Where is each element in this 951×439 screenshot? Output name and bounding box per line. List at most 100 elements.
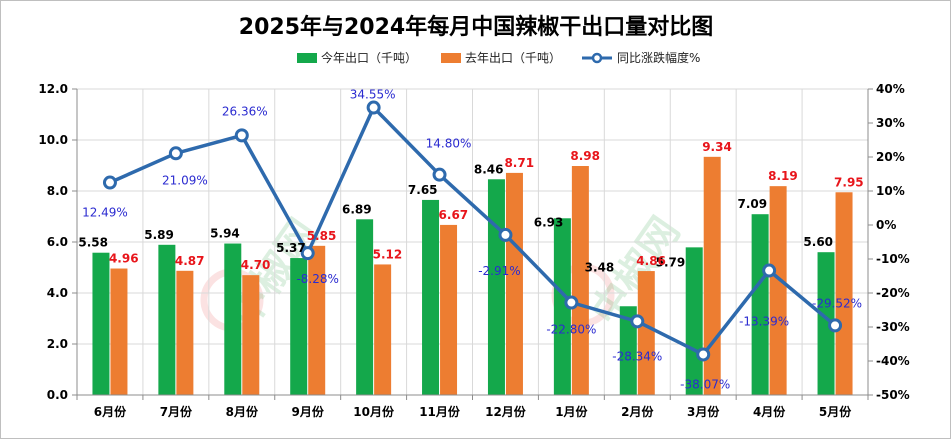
data-label-this-year-month-6: 5.58 [78, 236, 108, 250]
x-tick-label-month-4: 4月份 [753, 404, 786, 419]
yoy-marker-month-12 [498, 227, 513, 242]
bar-this-year-month-1 [553, 218, 571, 395]
yoy-label-month-7: 21.09% [162, 173, 208, 187]
yoy-marker-month-3 [696, 347, 711, 362]
y-tick-label-left: 4.0 [47, 286, 68, 300]
bar-last-year-month-11 [440, 224, 458, 395]
legend-label-last-year: 去年出口（千吨） [465, 51, 561, 65]
data-label-this-year-month-3: 5.79 [656, 255, 686, 269]
bar-last-year-month-1 [571, 166, 589, 395]
bar-this-year-month-9 [290, 258, 308, 395]
yoy-marker-month-1 [564, 295, 579, 310]
bar-this-year-month-10 [356, 219, 374, 395]
data-label-this-year-month-2: 3.48 [585, 260, 615, 274]
bar-this-year-month-4 [751, 214, 769, 395]
y-tick-label-right: 20% [876, 150, 905, 164]
x-tick-label-month-10: 10月份 [353, 404, 395, 419]
data-label-this-year-month-10: 6.89 [342, 202, 372, 216]
yoy-label-month-1: -22.80% [546, 323, 596, 337]
y-tick-label-right: -30% [876, 320, 910, 334]
y-tick-label-right: -10% [876, 252, 910, 266]
yoy-line [109, 105, 837, 357]
bars [92, 156, 853, 395]
bar-last-year-month-10 [374, 264, 392, 395]
data-label-last-year-month-1: 8.98 [570, 149, 600, 163]
x-tick-label-month-8: 8月份 [226, 404, 259, 419]
data-label-this-year-month-1: 6.93 [534, 215, 564, 229]
bar-this-year-month-2 [619, 306, 637, 395]
data-label-last-year-month-6: 4.96 [109, 252, 139, 266]
x-tick-label-month-5: 5月份 [819, 404, 852, 419]
chart-title: 2025年与2024年每月中国辣椒干出口量对比图 [239, 14, 713, 40]
bar-last-year-month-4 [769, 186, 787, 395]
y-tick-label-right: 10% [876, 184, 905, 198]
yoy-marker-month-5 [828, 318, 843, 333]
data-label-this-year-month-12: 8.46 [474, 162, 504, 176]
legend-swatch-this-year [297, 53, 317, 63]
legend-marker-yoy-icon [591, 52, 603, 64]
data-label-last-year-month-12: 8.71 [504, 156, 534, 170]
axes: 0.02.04.06.08.010.012.0-50%-40%-30%-20%-… [38, 82, 909, 419]
bar-last-year-month-12 [505, 172, 523, 395]
data-label-this-year-month-8: 5.94 [210, 227, 240, 241]
x-tick-label-month-11: 11月份 [419, 404, 461, 419]
x-tick-label-month-1: 1月份 [555, 404, 588, 419]
x-tick-label-month-7: 7月份 [160, 404, 193, 419]
yoy-label-month-12: -2.91% [478, 264, 520, 278]
data-label-last-year-month-10: 5.12 [373, 247, 403, 261]
y-tick-label-right: 0% [876, 218, 896, 232]
data-label-last-year-month-2: 4.86 [636, 254, 666, 268]
yoy-marker-month-6 [102, 175, 117, 190]
yoy-marker-month-8 [234, 128, 249, 143]
yoy-label-month-2: -28.34% [612, 349, 662, 363]
x-tick-label-month-2: 2月份 [621, 404, 654, 419]
x-tick-label-month-9: 9月份 [292, 404, 325, 419]
yoy-marker-month-9 [300, 246, 315, 261]
yoy-label-month-8: 26.36% [222, 104, 268, 118]
gridlines [77, 88, 868, 395]
data-label-this-year-month-5: 5.60 [803, 235, 833, 249]
yoy-label-month-3: -38.07% [680, 377, 730, 391]
legend-label-yoy: 同比涨跌幅度% [617, 50, 700, 65]
y-tick-label-left: 8.0 [47, 184, 68, 198]
bar-last-year-month-9 [308, 245, 326, 395]
data-label-last-year-month-9: 5.85 [307, 229, 337, 243]
data-label-last-year-month-8: 4.70 [241, 258, 271, 272]
y-tick-label-left: 12.0 [38, 82, 68, 96]
bar-last-year-month-7 [176, 270, 194, 395]
data-label-this-year-month-11: 7.65 [408, 183, 438, 197]
bar-last-year-month-5 [835, 192, 853, 395]
bar-this-year-month-5 [817, 252, 835, 395]
data-label-this-year-month-7: 5.89 [144, 228, 174, 242]
yoy-marker-month-2 [630, 314, 645, 329]
data-label-last-year-month-3: 9.34 [702, 140, 732, 154]
yoy-label-month-5: -29.52% [812, 296, 862, 310]
bar-this-year-month-3 [685, 247, 703, 395]
data-label-last-year-month-4: 8.19 [768, 169, 798, 183]
yoy-marker-month-7 [168, 146, 183, 161]
data-label-last-year-month-11: 6.67 [439, 208, 469, 222]
y-tick-label-left: 6.0 [47, 235, 68, 249]
bar-last-year-month-6 [110, 268, 128, 395]
y-tick-label-left: 2.0 [47, 337, 68, 351]
yoy-marker-month-10 [366, 100, 381, 115]
yoy-marker-month-11 [432, 167, 447, 182]
y-tick-label-right: 40% [876, 82, 905, 96]
y-tick-label-right: -40% [876, 354, 910, 368]
x-tick-label-month-12: 12月份 [485, 404, 527, 419]
data-label-this-year-month-4: 7.09 [738, 197, 768, 211]
data-label-last-year-month-5: 7.95 [834, 175, 864, 189]
bar-this-year-month-7 [158, 244, 176, 395]
yoy-marker-month-4 [762, 263, 777, 278]
legend-swatch-last-year [441, 53, 461, 63]
bar-last-year-month-8 [242, 275, 260, 395]
legend: 今年出口（千吨） 去年出口（千吨） 同比涨跌幅度% [297, 50, 700, 65]
bar-this-year-month-6 [92, 252, 110, 395]
yoy-label-month-4: -13.39% [739, 315, 789, 329]
bar-this-year-month-11 [422, 199, 440, 395]
yoy-label-month-9: -8.28% [296, 272, 338, 286]
data-label-this-year-month-9: 5.37 [276, 241, 306, 255]
legend-label-this-year: 今年出口（千吨） [321, 50, 417, 65]
y-tick-label-right: 30% [876, 116, 905, 130]
